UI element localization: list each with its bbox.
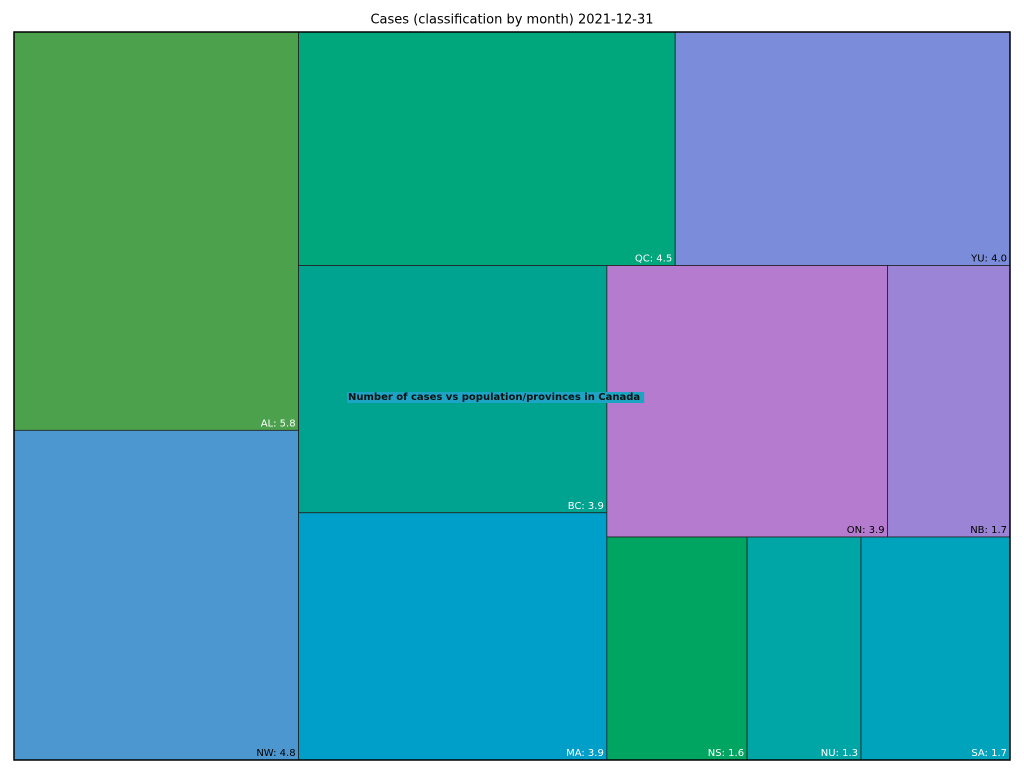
chart-frame — [13, 31, 1011, 761]
tile — [13, 31, 299, 431]
tile-label: BC: 3.9 — [568, 501, 604, 512]
tile-label: QC: 4.5 — [635, 254, 672, 265]
tile — [298, 512, 608, 761]
annotation-background — [347, 392, 645, 403]
tile — [746, 536, 862, 761]
tile-label: SA: 1.7 — [971, 748, 1007, 759]
tile-label: ON: 3.9 — [847, 525, 885, 536]
tile-label: NS: 1.6 — [708, 748, 744, 759]
tile-label: YU: 4.0 — [970, 254, 1007, 265]
tile-label: NW: 4.8 — [256, 748, 295, 759]
chart-title: Cases (classification by month) 2021-12-… — [370, 13, 653, 28]
tile-label: NU: 1.3 — [821, 748, 858, 759]
tile — [606, 536, 748, 761]
tile-label: AL: 5.8 — [261, 418, 296, 429]
tile-label: NB: 1.7 — [970, 525, 1007, 536]
tile — [13, 429, 299, 761]
tile-label: MA: 3.9 — [566, 748, 604, 759]
tile — [887, 265, 1011, 538]
annotation: Number of cases vs population/provinces … — [348, 392, 640, 403]
tile — [606, 265, 889, 538]
tile — [674, 31, 1011, 266]
tile — [298, 31, 676, 266]
tile — [298, 265, 608, 514]
tile — [860, 536, 1011, 761]
